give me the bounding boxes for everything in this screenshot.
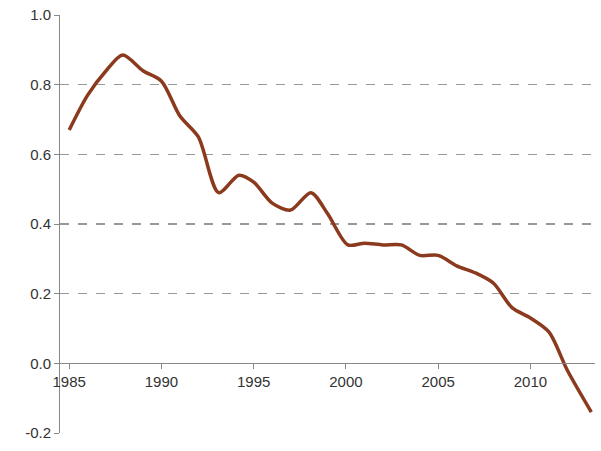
svg-text:1995: 1995 bbox=[237, 373, 270, 390]
svg-text:0.8: 0.8 bbox=[30, 76, 51, 93]
svg-text:0.0: 0.0 bbox=[30, 355, 51, 372]
svg-text:1990: 1990 bbox=[145, 373, 178, 390]
svg-text:2005: 2005 bbox=[422, 373, 455, 390]
svg-text:2000: 2000 bbox=[329, 373, 362, 390]
svg-text:2010: 2010 bbox=[514, 373, 547, 390]
svg-text:1985: 1985 bbox=[53, 373, 86, 390]
svg-text:0.4: 0.4 bbox=[30, 215, 51, 232]
svg-text:-0.2: -0.2 bbox=[25, 424, 51, 441]
svg-text:1.0: 1.0 bbox=[30, 6, 51, 23]
svg-text:0.6: 0.6 bbox=[30, 146, 51, 163]
svg-text:0.2: 0.2 bbox=[30, 285, 51, 302]
